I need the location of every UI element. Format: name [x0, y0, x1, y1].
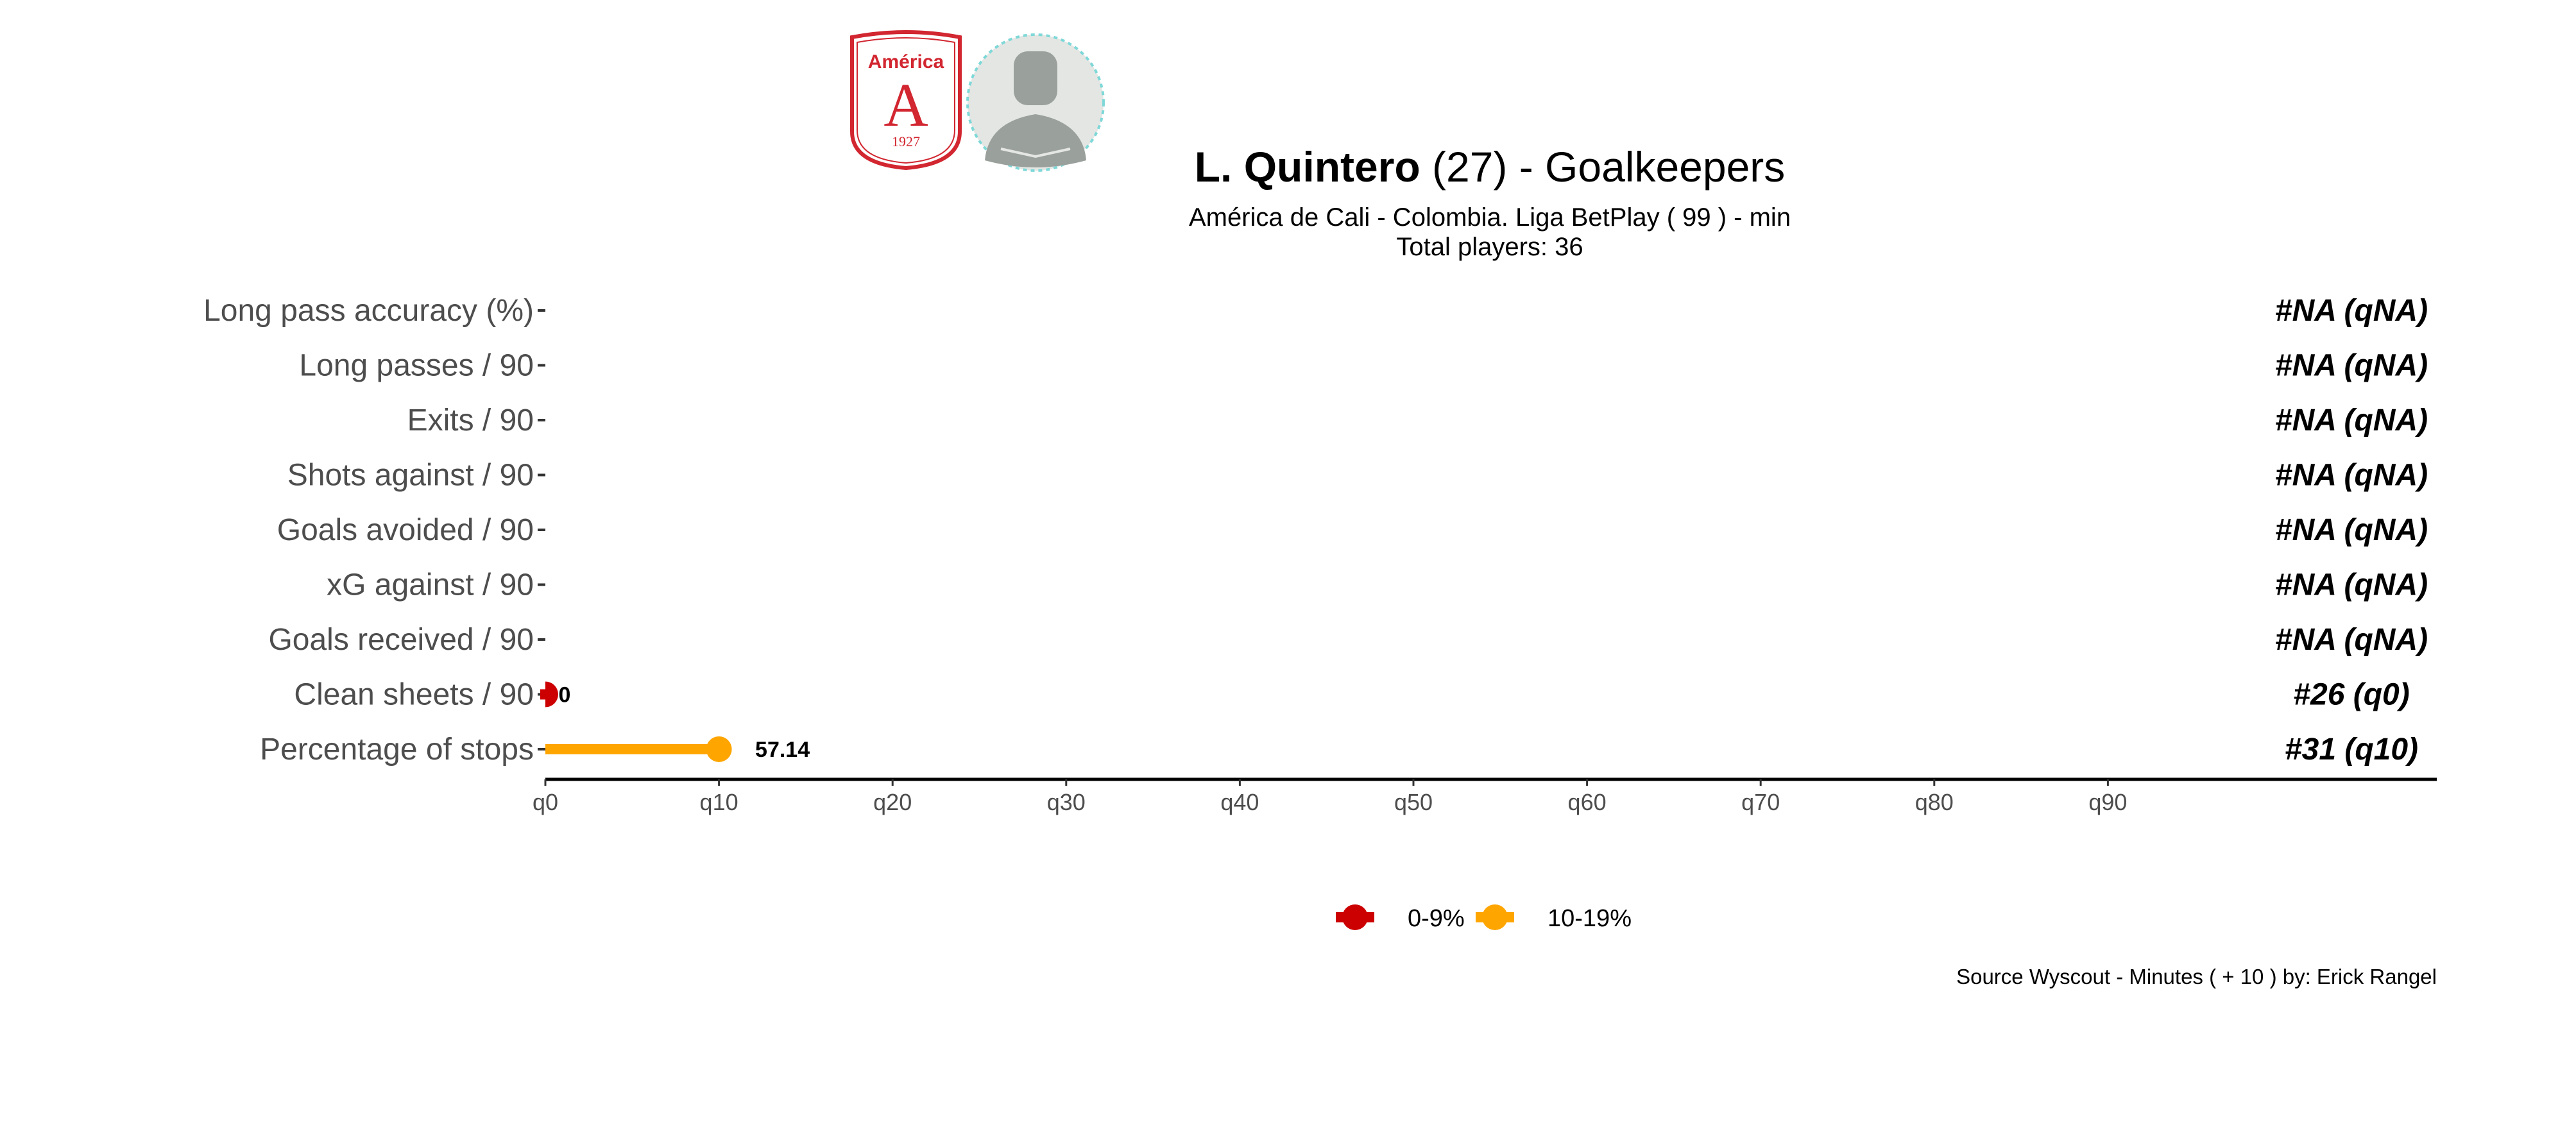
metric-label: Shots against / 90: [287, 459, 534, 493]
rank-label: #NA (qNA): [2275, 403, 2428, 437]
subtitle: América de Cali - Colombia. Liga BetPlay…: [1189, 203, 1791, 232]
rank-label: #26 (q0): [2293, 678, 2409, 712]
value-label: 0: [559, 683, 571, 708]
rank-label: #NA (qNA): [2275, 623, 2428, 657]
x-tick-label: q40: [1220, 789, 1259, 815]
rank-label: #NA (qNA): [2275, 349, 2428, 383]
rank-label: #NA (qNA): [2275, 459, 2428, 493]
data-point: [545, 681, 558, 708]
x-tick-label: q20: [873, 789, 912, 815]
x-tick-label: q70: [1741, 789, 1780, 815]
rank-label: #NA (qNA): [2275, 513, 2428, 547]
x-tick-label: q0: [533, 789, 558, 815]
rank-label: #31 (q10): [2285, 733, 2418, 767]
metric-label: Long pass accuracy (%): [203, 294, 534, 328]
club-crest-icon: América A 1927: [850, 30, 962, 171]
legend-swatch-point: [1342, 904, 1368, 930]
legend: 0-9% 10-19%: [1336, 904, 1632, 932]
rank-label: #NA (qNA): [2275, 294, 2428, 328]
rank-label: #NA (qNA): [2275, 568, 2428, 602]
crest-year: 1927: [892, 133, 920, 149]
metric-label: Long passes / 90: [299, 349, 534, 383]
data-point: [706, 736, 732, 762]
x-tick-label: q50: [1394, 789, 1433, 815]
metric-label: Percentage of stops: [260, 733, 534, 767]
metric-label: Exits / 90: [407, 403, 534, 437]
total-players: Total players: 36: [1396, 233, 1583, 261]
player-silhouette-icon: [966, 33, 1105, 172]
x-tick-label: q90: [2088, 789, 2127, 815]
legend-label: 0-9%: [1408, 905, 1465, 932]
player-name: L. Quintero: [1195, 143, 1420, 191]
x-tick-label: q30: [1047, 789, 1086, 815]
player-age-position: (27) - Goalkeepers: [1420, 143, 1786, 191]
legend-label: 10-19%: [1548, 905, 1632, 932]
value-label: 57.14: [755, 738, 810, 762]
metric-label: Goals received / 90: [268, 623, 534, 657]
crest-letter: A: [883, 71, 928, 139]
page-title: L. Quintero (27) - Goalkeepers: [1195, 143, 1786, 191]
source-caption: Source Wyscout - Minutes ( + 10 ) by: Er…: [1956, 965, 2437, 988]
x-tick-label: q80: [1915, 789, 1954, 815]
legend-swatch-point: [1482, 904, 1508, 930]
metric-label: Clean sheets / 90: [294, 678, 534, 712]
metric-label: xG against / 90: [327, 568, 534, 602]
x-tick-label: q60: [1568, 789, 1607, 815]
plot-area: Long pass accuracy (%) #NA (qNA) Long pass…: [203, 294, 2437, 815]
crest-name: América: [868, 51, 944, 72]
metric-label: Goals avoided / 90: [277, 513, 534, 547]
x-tick-label: q10: [700, 789, 738, 815]
